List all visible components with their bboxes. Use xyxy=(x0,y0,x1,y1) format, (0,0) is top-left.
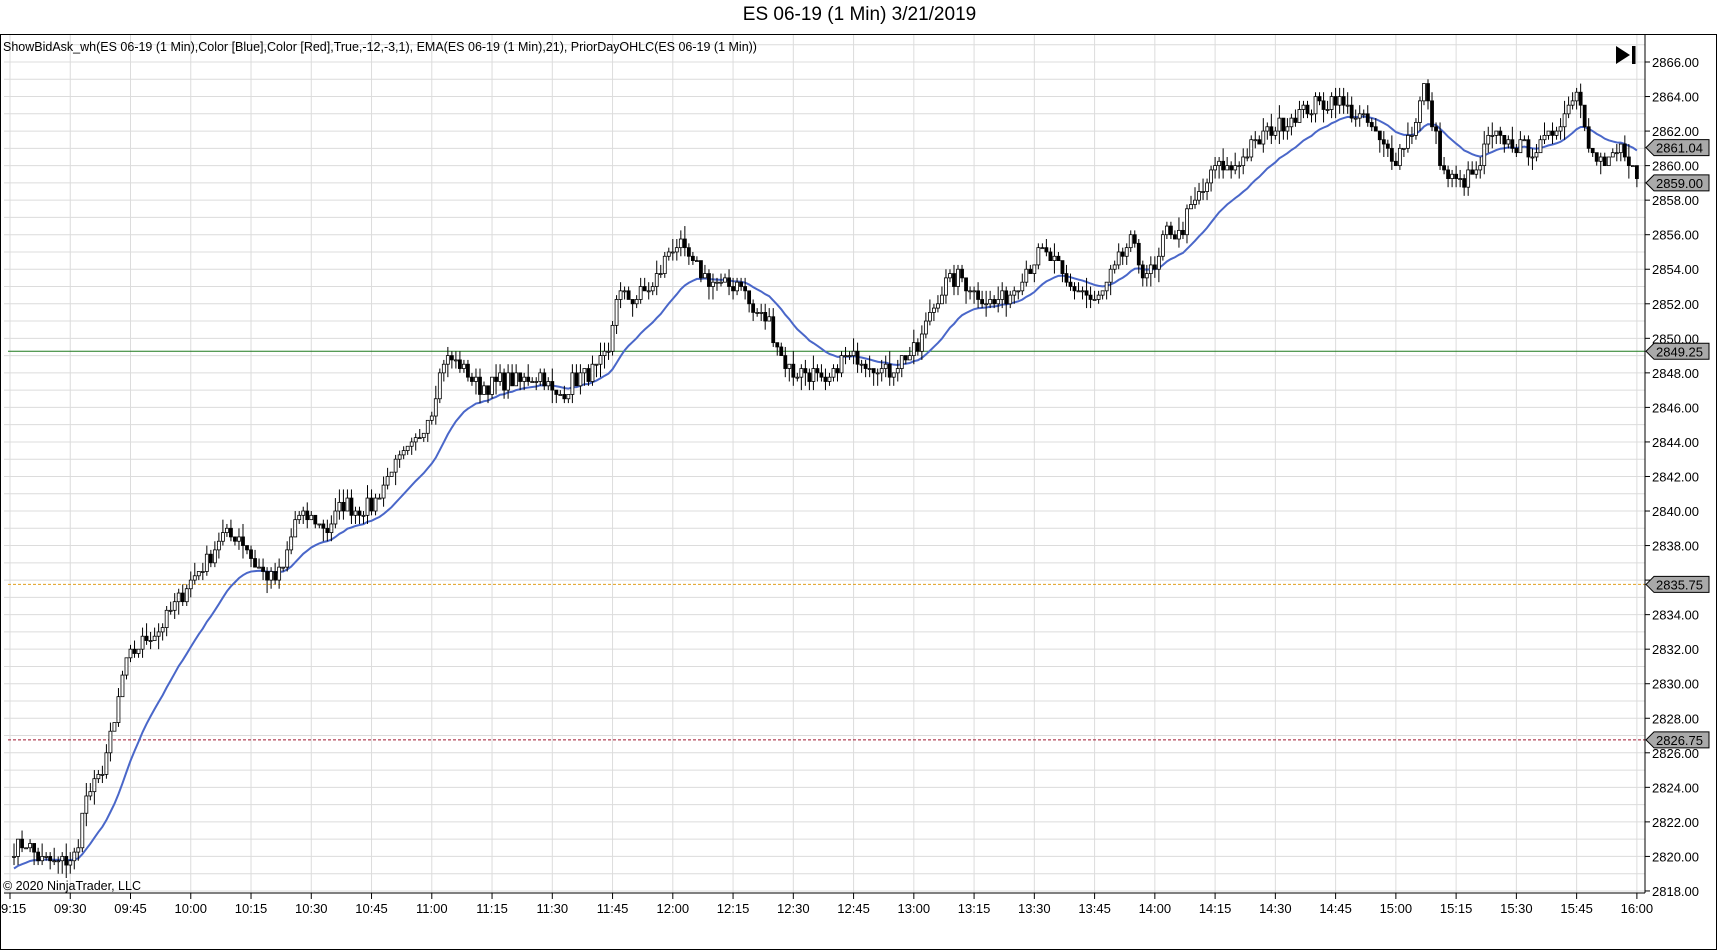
indicator-label[interactable]: ShowBidAsk_wh(ES 06-19 (1 Min),Color [Bl… xyxy=(3,40,757,54)
price-tick-label: 2840.00 xyxy=(1652,504,1699,519)
price-tick-label: 2830.00 xyxy=(1652,677,1699,692)
time-tick-label: 11:15 xyxy=(476,901,508,916)
time-tick-label: 12:30 xyxy=(777,901,810,916)
price-tick-label: 2832.00 xyxy=(1652,642,1699,657)
time-tick-label: 14:00 xyxy=(1139,901,1172,916)
price-tick-label: 2818.00 xyxy=(1652,884,1699,899)
time-tick-label: 11:45 xyxy=(597,901,629,916)
time-tick-label: 14:15 xyxy=(1199,901,1232,916)
price-tick-label: 2864.00 xyxy=(1652,90,1699,105)
time-tick-label: 14:30 xyxy=(1259,901,1292,916)
ema-line xyxy=(13,115,1638,870)
time-tick-label: 09:30 xyxy=(54,901,87,916)
price-tick-label: 2824.00 xyxy=(1652,780,1699,795)
time-tick-label: 16:00 xyxy=(1621,901,1654,916)
price-tick-label: 2838.00 xyxy=(1652,539,1699,554)
price-tick-label: 2848.00 xyxy=(1652,366,1699,381)
time-tick-label: 13:15 xyxy=(958,901,991,916)
time-tick-label: 10:45 xyxy=(355,901,388,916)
price-tick-label: 2854.00 xyxy=(1652,262,1699,277)
price-tick-label: 2860.00 xyxy=(1652,159,1699,174)
chart-title: ES 06-19 (1 Min) 3/21/2019 xyxy=(742,4,977,25)
prior-day-close-tag: 2835.75 xyxy=(1645,575,1710,593)
current-close-tag: 2859.00 xyxy=(1645,174,1710,192)
svg-text:2861.04: 2861.04 xyxy=(1656,141,1703,156)
time-tick-label: 10:30 xyxy=(295,901,328,916)
prior-day-low-tag: 2826.75 xyxy=(1645,731,1710,749)
price-axis[interactable]: 2866.00 2864.00 2862.00 2860.00 2858.00 2856.… xyxy=(1645,55,1699,899)
time-tick-label: 15:45 xyxy=(1560,901,1593,916)
time-tick-label: 15:15 xyxy=(1440,901,1473,916)
prior-day-high-tag: 2849.25 xyxy=(1645,342,1710,360)
time-tick-label: 12:00 xyxy=(657,901,690,916)
time-tick-label: 13:45 xyxy=(1078,901,1111,916)
time-tick-label: 15:00 xyxy=(1380,901,1413,916)
price-tick-label: 2850.00 xyxy=(1652,331,1699,346)
time-tick-label: 09:45 xyxy=(114,901,147,916)
price-tick-label: 2856.00 xyxy=(1652,228,1699,243)
copyright-text: © 2020 NinjaTrader, LLC xyxy=(3,879,141,893)
time-tick-label: 11:30 xyxy=(537,901,569,916)
chart-frame xyxy=(0,34,1717,950)
price-tick-label: 2842.00 xyxy=(1652,469,1699,484)
price-tick-label: 2862.00 xyxy=(1652,124,1699,139)
price-tick-label: 2852.00 xyxy=(1652,297,1699,312)
chart-axes xyxy=(4,35,1646,894)
time-tick-label: 14:45 xyxy=(1319,901,1352,916)
last-price-tag: 2861.04 xyxy=(1645,139,1710,157)
scroll-to-end-button[interactable] xyxy=(1614,44,1638,66)
svg-text:2835.75: 2835.75 xyxy=(1656,577,1703,592)
time-tick-label: 13:30 xyxy=(1018,901,1051,916)
skip-to-end-icon xyxy=(1616,46,1636,64)
time-tick-label: 15:30 xyxy=(1500,901,1533,916)
time-tick-label: 13:00 xyxy=(898,901,931,916)
time-tick-label: 10:15 xyxy=(235,901,268,916)
price-tick-label: 2822.00 xyxy=(1652,815,1699,830)
svg-text:2859.00: 2859.00 xyxy=(1656,176,1703,191)
price-tick-label: 2846.00 xyxy=(1652,400,1699,415)
time-tick-label: 11:00 xyxy=(416,901,448,916)
time-tick-label: 12:15 xyxy=(717,901,750,916)
price-tick-label: 2820.00 xyxy=(1652,849,1699,864)
price-tick-label: 2866.00 xyxy=(1652,55,1699,70)
svg-text:2826.75: 2826.75 xyxy=(1656,733,1703,748)
price-tick-label: 2828.00 xyxy=(1652,711,1699,726)
price-tick-label: 2834.00 xyxy=(1652,608,1699,623)
time-tick-label: 10:00 xyxy=(174,901,207,916)
price-tick-label: 2826.00 xyxy=(1652,746,1699,761)
time-tick-label: 09:15 xyxy=(0,901,26,916)
time-tick-label: 12:45 xyxy=(837,901,870,916)
price-tick-label: 2844.00 xyxy=(1652,435,1699,450)
time-axis[interactable]: 09:15 09:30 09:45 10:00 10:15 10:30 10:45 11:00… xyxy=(0,893,1653,916)
candlesticks xyxy=(12,79,1639,879)
price-tags: 2861.04 2859.00 2849.25 2835.75 2826.75 xyxy=(1645,139,1710,749)
price-tick-label: 2858.00 xyxy=(1652,193,1699,208)
chart-grid xyxy=(4,35,1645,893)
svg-text:2849.25: 2849.25 xyxy=(1656,344,1703,359)
